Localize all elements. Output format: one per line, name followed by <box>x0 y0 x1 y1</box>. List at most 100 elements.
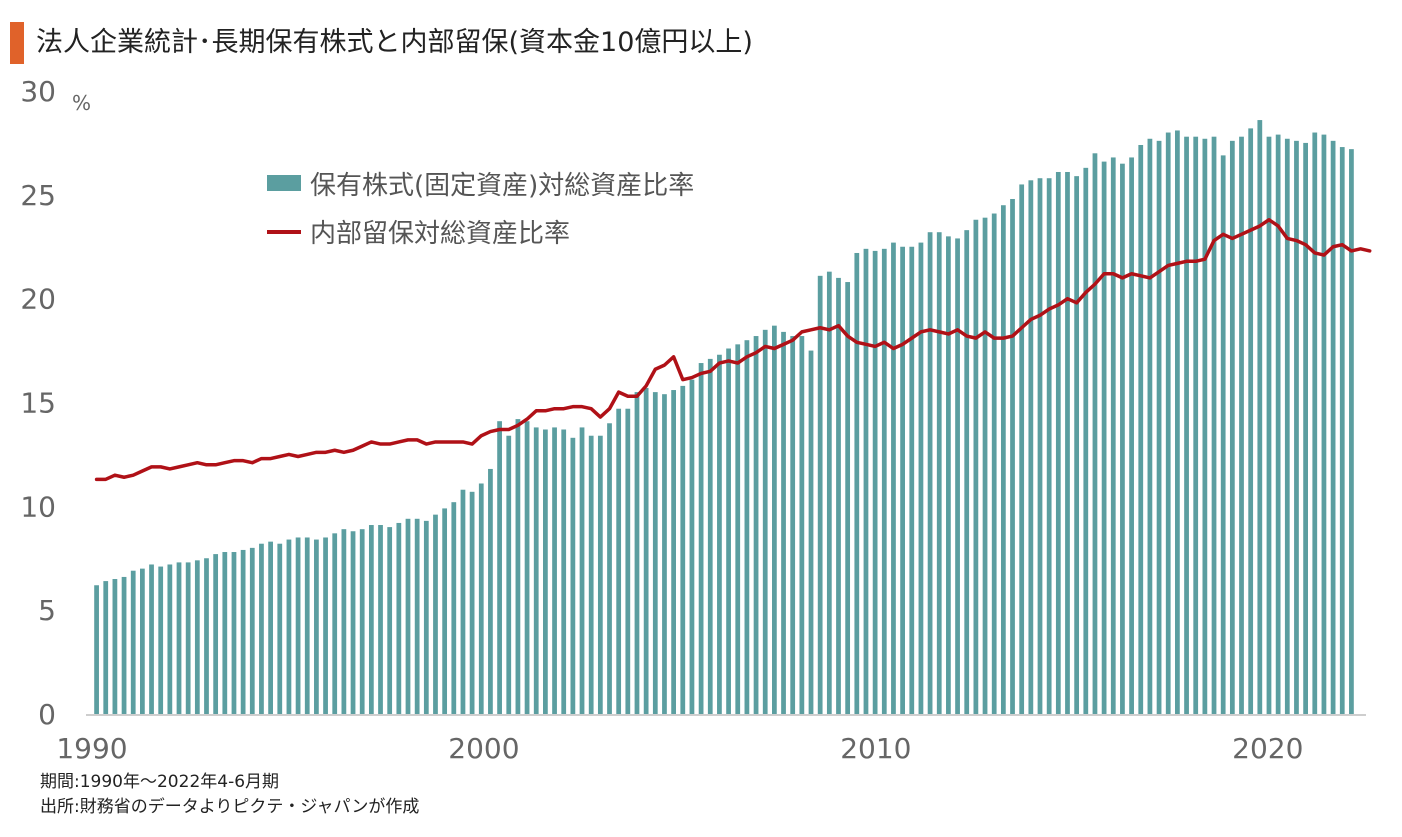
stock-ratio-bar <box>973 219 979 714</box>
stock-ratio-bar <box>616 408 622 714</box>
stock-ratio-bar <box>744 340 750 714</box>
bar-series <box>94 120 1354 715</box>
stock-ratio-bar <box>662 394 667 714</box>
chart-title: 法人企業統計･長期保有株式と内部留保(資本金10億円以上) <box>36 27 753 58</box>
stock-ratio-bar <box>469 491 475 714</box>
stock-ratio-bar <box>387 527 393 714</box>
y-axis-unit: % <box>72 91 91 115</box>
legend-bar-swatch <box>267 175 301 191</box>
stock-ratio-bar <box>268 541 273 714</box>
stock-ratio-bar <box>1010 198 1015 715</box>
stock-ratio-bar <box>808 350 814 714</box>
stock-ratio-bar <box>1156 140 1162 715</box>
stock-ratio-bar <box>826 271 832 714</box>
stock-ratio-bar <box>1312 132 1318 714</box>
stock-ratio-bar <box>259 543 264 714</box>
stock-ratio-bar <box>863 248 869 714</box>
stock-ratio-bar <box>451 502 457 714</box>
x-tick-label: 2000 <box>448 732 519 765</box>
stock-ratio-bar <box>881 248 887 714</box>
stock-ratio-bar <box>1266 136 1272 714</box>
stock-ratio-bar <box>213 554 219 714</box>
stock-ratio-bar <box>836 277 841 714</box>
stock-ratio-bar <box>1202 138 1208 714</box>
stock-ratio-bar <box>1147 138 1153 714</box>
title-accent-bar <box>10 22 24 64</box>
y-tick-label: 20 <box>20 283 56 316</box>
stock-ratio-bar <box>149 564 154 714</box>
stock-ratio-bar <box>1303 142 1308 715</box>
stock-ratio-bar <box>1129 157 1134 714</box>
stock-ratio-bar <box>176 562 182 714</box>
stock-ratio-bar <box>891 242 896 714</box>
stock-ratio-bar <box>1110 157 1116 714</box>
stock-ratio-bar <box>350 531 356 714</box>
stock-ratio-bar <box>1083 167 1089 715</box>
stock-ratio-bar <box>652 392 658 714</box>
stock-ratio-bar <box>625 408 631 714</box>
stock-ratio-bar <box>378 525 383 714</box>
stock-ratio-bar <box>909 246 915 714</box>
stock-ratio-bar <box>1055 171 1061 715</box>
stock-ratio-bar <box>295 537 301 714</box>
stock-ratio-bar <box>1101 161 1107 715</box>
stock-ratio-bar <box>1028 180 1034 715</box>
stock-ratio-bar <box>121 576 127 714</box>
stock-ratio-bar <box>735 344 741 714</box>
y-tick-label: 0 <box>38 698 56 731</box>
stock-ratio-bar <box>1074 176 1080 714</box>
stock-ratio-bar <box>314 539 319 714</box>
retained-earnings-line <box>94 218 1372 482</box>
stock-ratio-bar <box>671 390 676 714</box>
stock-ratio-bar <box>1284 138 1290 714</box>
stock-ratio-bar <box>817 275 823 714</box>
stock-ratio-bar <box>607 423 612 714</box>
stock-ratio-bar <box>1138 144 1144 715</box>
y-tick-label: 5 <box>38 594 56 627</box>
stock-ratio-bar <box>964 230 970 714</box>
stock-ratio-bar <box>359 529 365 714</box>
period-note: 期間:1990年～2022年4-6月期 <box>40 772 280 792</box>
stock-ratio-bar <box>1120 163 1125 714</box>
stock-ratio-bar <box>1330 140 1336 715</box>
stock-ratio-bar <box>918 242 924 714</box>
stock-ratio-bar <box>872 250 878 714</box>
stock-ratio-bar <box>140 568 145 714</box>
stock-ratio-bar <box>570 437 576 714</box>
stock-ratio-bar <box>991 213 997 714</box>
stock-ratio-bar <box>698 363 704 714</box>
stock-ratio-bar <box>194 560 200 714</box>
stock-ratio-bar <box>442 508 448 714</box>
stock-ratio-bar <box>277 543 283 714</box>
stock-ratio-bar <box>158 566 164 714</box>
stock-ratio-bar <box>1175 130 1180 714</box>
stock-ratio-bar <box>900 246 905 714</box>
stock-ratio-bar <box>955 238 960 714</box>
stock-ratio-bar <box>1275 134 1281 715</box>
stock-ratio-bar <box>552 427 557 714</box>
stock-ratio-bar <box>1239 136 1244 714</box>
y-axis: % 0 5 10 15 20 25 30 <box>20 75 91 731</box>
stock-ratio-bar <box>753 336 759 714</box>
stock-ratio-bar <box>543 429 548 714</box>
stock-ratio-bar <box>323 537 328 714</box>
stock-ratio-bar <box>680 385 686 714</box>
stock-ratio-bar <box>717 354 722 714</box>
stock-ratio-bar <box>936 232 942 714</box>
stock-ratio-bar <box>167 564 173 714</box>
stock-ratio-bar <box>1229 140 1235 715</box>
stock-ratio-bar <box>506 435 512 714</box>
stock-ratio-bar <box>579 427 585 714</box>
stock-ratio-bar <box>1349 149 1354 714</box>
stock-ratio-bar <box>1211 136 1217 714</box>
x-tick-label: 2020 <box>1232 732 1303 765</box>
stock-ratio-bar <box>689 379 695 714</box>
stock-ratio-bar <box>94 585 99 714</box>
stock-ratio-bar <box>1321 134 1327 715</box>
stock-ratio-bar <box>927 232 933 714</box>
source-note: 出所:財務省のデータよりピクテ・ジャパンが作成 <box>40 797 420 817</box>
stock-ratio-bar <box>634 392 640 714</box>
stock-ratio-bar <box>1294 140 1299 715</box>
legend-bar-label: 保有株式(固定資産)対総資産比率 <box>310 171 694 201</box>
x-tick-label: 2010 <box>840 732 911 765</box>
